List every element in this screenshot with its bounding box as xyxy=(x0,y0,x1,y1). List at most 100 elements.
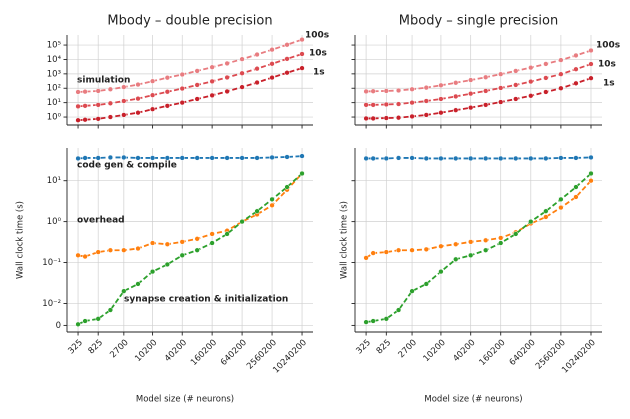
point xyxy=(284,70,290,76)
point xyxy=(543,208,549,214)
point xyxy=(224,88,230,95)
point xyxy=(135,95,141,102)
point xyxy=(468,104,474,111)
point xyxy=(224,60,230,67)
point xyxy=(209,155,215,161)
point xyxy=(121,84,127,90)
point xyxy=(239,155,245,161)
point xyxy=(383,155,389,162)
point xyxy=(588,170,594,177)
point xyxy=(370,88,376,94)
point xyxy=(363,102,369,108)
point xyxy=(254,65,260,72)
x-tick-label: 40200 xyxy=(163,338,189,364)
point xyxy=(224,74,230,81)
point xyxy=(239,70,245,76)
point xyxy=(558,204,564,211)
y-tick-label: 10⁴ xyxy=(47,55,62,65)
point xyxy=(528,155,534,162)
point xyxy=(423,155,429,162)
point xyxy=(135,110,141,116)
point xyxy=(438,96,444,102)
point xyxy=(453,107,459,113)
point xyxy=(363,115,369,122)
series-label: synapse creation & initialization xyxy=(124,295,288,305)
point xyxy=(423,281,429,287)
point xyxy=(179,252,185,258)
point xyxy=(543,89,549,95)
point xyxy=(468,239,474,245)
point xyxy=(284,154,290,160)
y-tick-label: 10¹ xyxy=(47,176,61,186)
point xyxy=(409,288,415,294)
point xyxy=(423,112,429,118)
point xyxy=(383,316,389,322)
point xyxy=(483,155,489,162)
point xyxy=(395,247,402,253)
point xyxy=(438,110,444,116)
point xyxy=(409,155,415,161)
point xyxy=(483,237,489,243)
point xyxy=(75,252,81,258)
series-label: 10s xyxy=(598,60,616,70)
point xyxy=(194,68,200,74)
point xyxy=(383,249,389,255)
point xyxy=(453,80,459,86)
series-line xyxy=(365,180,592,259)
x-tick-label: 2700 xyxy=(397,338,419,360)
point xyxy=(95,249,101,255)
point xyxy=(149,268,156,275)
point xyxy=(121,288,127,294)
point xyxy=(513,82,519,88)
point xyxy=(224,231,230,237)
point xyxy=(453,155,459,162)
point xyxy=(573,194,579,200)
point xyxy=(513,231,519,237)
point xyxy=(573,80,579,86)
point xyxy=(284,56,290,62)
point xyxy=(254,51,260,58)
point xyxy=(149,92,156,98)
point xyxy=(468,77,474,83)
point xyxy=(224,155,230,161)
point xyxy=(209,231,215,237)
point xyxy=(409,86,415,92)
point xyxy=(543,75,549,81)
point xyxy=(254,79,260,86)
point xyxy=(543,61,549,67)
point xyxy=(498,99,504,105)
series-line xyxy=(366,156,592,160)
point xyxy=(107,100,114,106)
point xyxy=(395,101,402,107)
point xyxy=(558,71,564,77)
series-label: 100s xyxy=(305,31,329,41)
point xyxy=(164,261,170,268)
x-tick-label: 825 xyxy=(375,338,394,357)
point xyxy=(135,281,141,287)
point xyxy=(588,75,594,81)
point xyxy=(438,268,444,275)
point xyxy=(75,103,81,110)
chart-title: Mbody – single precision xyxy=(399,14,558,29)
point xyxy=(409,247,415,253)
point xyxy=(370,155,376,162)
point xyxy=(528,78,534,85)
point xyxy=(498,155,504,162)
x-axis-label: Model size (# neurons) xyxy=(424,395,522,405)
y-tick-label: 10⁰ xyxy=(47,217,62,227)
point xyxy=(82,89,88,95)
point xyxy=(82,103,88,109)
point xyxy=(284,184,290,190)
point xyxy=(363,155,369,162)
point xyxy=(423,85,429,91)
point xyxy=(513,96,519,102)
point xyxy=(409,113,415,120)
chart-title: Mbody – double precision xyxy=(107,14,272,29)
point xyxy=(558,57,564,63)
point xyxy=(558,155,564,161)
y-tick-label: 10² xyxy=(47,84,61,94)
point xyxy=(95,155,101,161)
y-axis-label: Wall clock time (s) xyxy=(16,201,26,279)
point xyxy=(438,243,444,249)
x-tick-label: 640200 xyxy=(508,338,538,368)
